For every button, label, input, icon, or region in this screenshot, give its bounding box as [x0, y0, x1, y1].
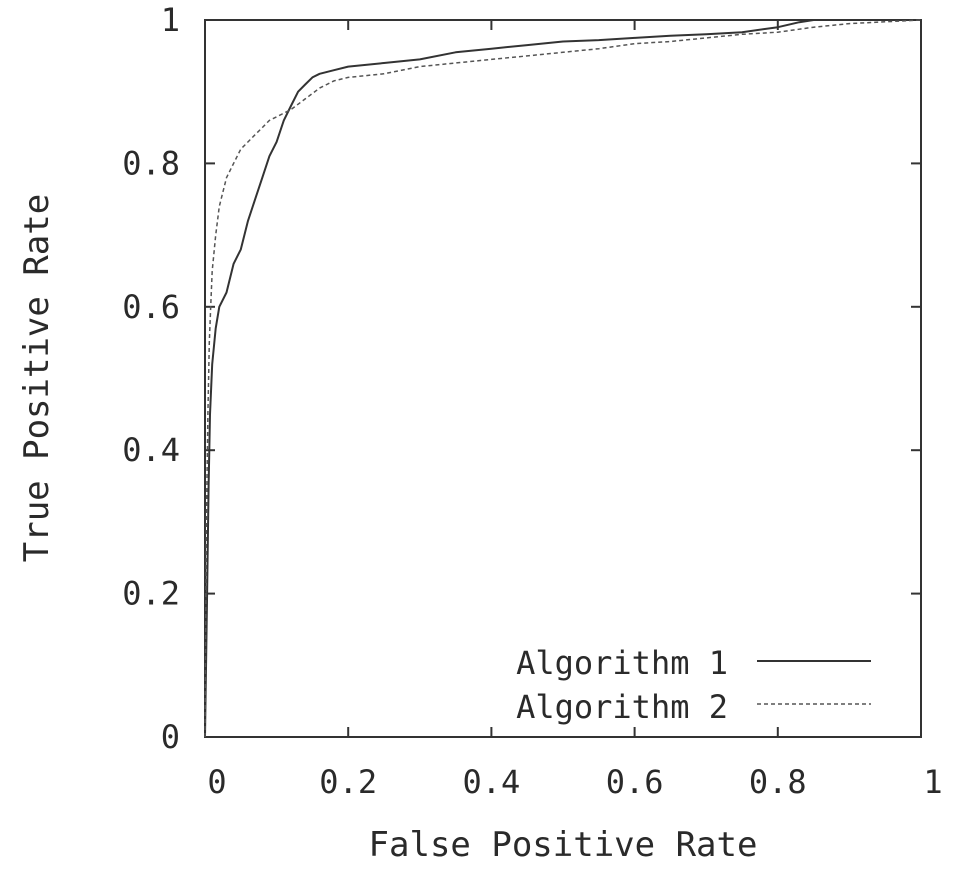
x-axis-ticks: 0 0.2 0.4 0.6 0.8 1 [204, 20, 943, 801]
y-tick-label: 0 [161, 718, 180, 756]
series-line-algorithm-1 [204, 19, 921, 738]
x-tick-label: 0.8 [749, 763, 807, 801]
y-tick-label: 0.6 [122, 288, 180, 326]
series-line-algorithm-2 [204, 19, 922, 738]
series-layer [204, 19, 922, 738]
x-axis-label: False Positive Rate [369, 825, 758, 865]
x-tick-label: 0.2 [319, 763, 377, 801]
y-tick-label: 0.2 [122, 575, 180, 613]
x-tick-label: 0 [207, 763, 226, 801]
y-axis-ticks: 0 0.2 0.4 0.6 0.8 1 [122, 1, 921, 756]
legend-label-algorithm-2: Algorithm 2 [516, 688, 728, 726]
y-tick-label: 0.8 [122, 144, 180, 182]
x-tick-label: 0.4 [463, 763, 521, 801]
x-tick-label: 0.6 [606, 763, 664, 801]
plot-frame [204, 19, 922, 738]
legend: Algorithm 1 Algorithm 2 [516, 644, 871, 726]
y-axis-label: True Positive Rate [17, 194, 57, 562]
legend-label-algorithm-1: Algorithm 1 [516, 644, 728, 682]
y-tick-label: 0.4 [122, 431, 180, 469]
x-tick-label: 1 [923, 763, 942, 801]
y-tick-label: 1 [161, 1, 180, 39]
